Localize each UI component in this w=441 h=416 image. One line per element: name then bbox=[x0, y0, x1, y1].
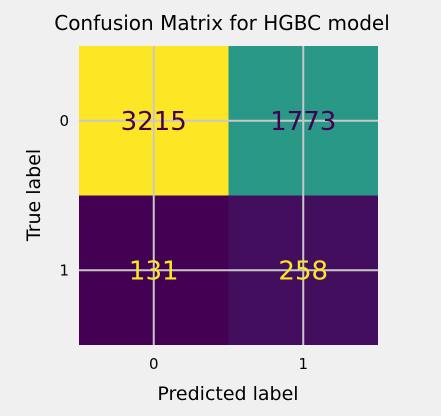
x-tick-label: 0 bbox=[149, 355, 159, 373]
chart-title: Confusion Matrix for HGBC model bbox=[54, 11, 390, 35]
x-tick-label: 1 bbox=[298, 355, 308, 373]
gridlines bbox=[79, 46, 378, 345]
y-axis-label: True label bbox=[23, 149, 45, 242]
cell-value-0-1: 1773 bbox=[270, 107, 336, 137]
y-tick-labels: 01 bbox=[59, 112, 69, 280]
matrix-cells bbox=[79, 46, 378, 345]
y-tick-label: 0 bbox=[59, 112, 69, 130]
cell-value-1-0: 131 bbox=[129, 256, 179, 286]
cell-values: 3215 1773 131 258 bbox=[121, 107, 337, 287]
cell-value-0-0: 3215 bbox=[121, 107, 187, 137]
y-tick-label: 1 bbox=[59, 261, 69, 279]
cell-value-1-1: 258 bbox=[278, 256, 328, 286]
x-axis-label: Predicted label bbox=[157, 383, 298, 405]
